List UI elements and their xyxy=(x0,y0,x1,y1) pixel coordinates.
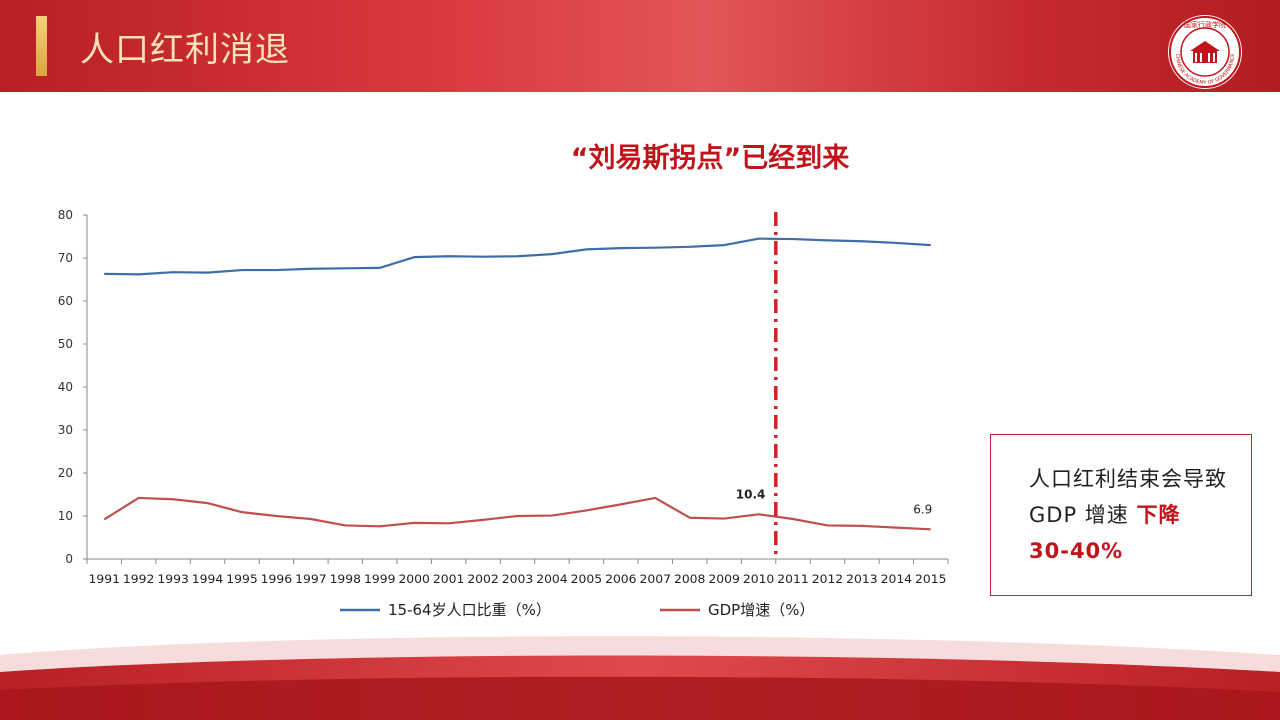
header-accent-bar xyxy=(36,16,47,76)
x-tick-label: 2002 xyxy=(467,572,498,586)
y-tick-label: 30 xyxy=(58,423,73,437)
page-title: 人口红利消退 xyxy=(80,30,290,70)
x-tick-label: 1991 xyxy=(89,572,120,586)
legend-label: GDP增速（%） xyxy=(708,601,814,619)
y-tick-label: 10 xyxy=(58,509,73,523)
data-label: 6.9 xyxy=(913,502,932,516)
y-tick-label: 0 xyxy=(65,552,73,566)
data-label: 10.4 xyxy=(736,487,766,501)
x-tick-label: 2008 xyxy=(674,572,705,586)
x-tick-label: 2006 xyxy=(605,572,636,586)
note-highlight-percent: 30-40% xyxy=(1029,539,1124,563)
x-tick-label: 2000 xyxy=(398,572,429,586)
x-tick-label: 2010 xyxy=(743,572,774,586)
x-tick-label: 2015 xyxy=(915,572,946,586)
x-tick-label: 1997 xyxy=(295,572,326,586)
x-tick-label: 2013 xyxy=(846,572,877,586)
x-tick-label: 2001 xyxy=(433,572,464,586)
y-tick-label: 40 xyxy=(58,380,73,394)
svg-text:国家行政学院: 国家行政学院 xyxy=(1184,20,1226,29)
chart-title: “刘易斯拐点”已经到来 xyxy=(570,143,850,174)
x-tick-label: 1995 xyxy=(226,572,257,586)
series-line-2 xyxy=(103,496,931,531)
line-chart: 0 10 20 30 40 50 60 70 80 1991 1992 1993 1994 1995 199… xyxy=(58,208,949,619)
x-tick-label: 1996 xyxy=(261,572,292,586)
x-tick-label: 2004 xyxy=(536,572,567,586)
x-tick-label: 2003 xyxy=(502,572,533,586)
bottom-wave-decoration xyxy=(0,636,1280,720)
note-box: 人口红利结束会导致 GDP 增速 下降 30-40% xyxy=(990,434,1252,596)
note-highlight-decline: 下降 xyxy=(1136,503,1181,527)
note-text: 人口红利结束会导致 GDP 增速 下降 30-40% xyxy=(1029,461,1239,569)
series-line-1 xyxy=(104,237,931,276)
academy-logo-icon: 国家行政学院 CHINESE ACADEMY OF GOVERNANCE xyxy=(1168,15,1242,89)
x-tick-label: 1999 xyxy=(364,572,395,586)
x-tick-label: 2005 xyxy=(571,572,602,586)
x-tick-label: 1992 xyxy=(123,572,154,586)
header-bar: 人口红利消退 国家行政学院 CHINESE ACADEMY OF GOVERNA… xyxy=(0,0,1280,92)
y-tick-label: 20 xyxy=(58,466,73,480)
x-tick-label: 2011 xyxy=(777,572,808,586)
y-tick-label: 60 xyxy=(58,294,73,308)
y-tick-label: 70 xyxy=(58,251,73,265)
y-tick-label: 80 xyxy=(58,208,73,222)
x-tick-label: 2009 xyxy=(708,572,739,586)
x-tick-label: 2014 xyxy=(881,572,912,586)
x-tick-label: 1993 xyxy=(157,572,188,586)
legend-label: 15-64岁人口比重（%） xyxy=(388,601,551,619)
x-tick-label: 2007 xyxy=(640,572,671,586)
x-tick-label: 1998 xyxy=(330,572,361,586)
note-text-prefix: 人口红利结束会导致 GDP 增速 xyxy=(1029,467,1227,527)
x-tick-label: 1994 xyxy=(192,572,223,586)
x-tick-label: 2012 xyxy=(812,572,843,586)
y-tick-label: 50 xyxy=(58,337,73,351)
